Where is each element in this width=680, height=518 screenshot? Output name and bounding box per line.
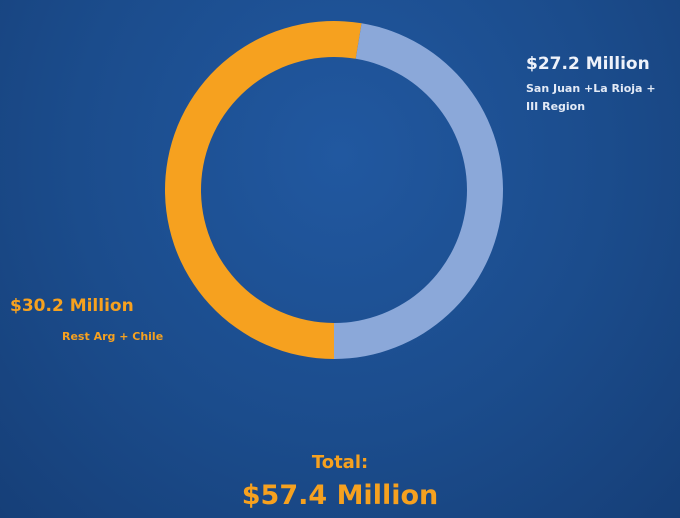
total-value: $57.4 Million	[241, 480, 439, 511]
donut-slice	[334, 23, 504, 359]
category-label: San Juan +La Rioja + III Region	[526, 82, 656, 113]
value-label: $27.2 Million	[526, 54, 650, 74]
value-label: $30.2 Million	[10, 296, 134, 316]
total-label: Total:	[311, 452, 369, 473]
donut-slice	[165, 21, 362, 360]
category-label: Rest Arg + Chile	[62, 330, 164, 343]
